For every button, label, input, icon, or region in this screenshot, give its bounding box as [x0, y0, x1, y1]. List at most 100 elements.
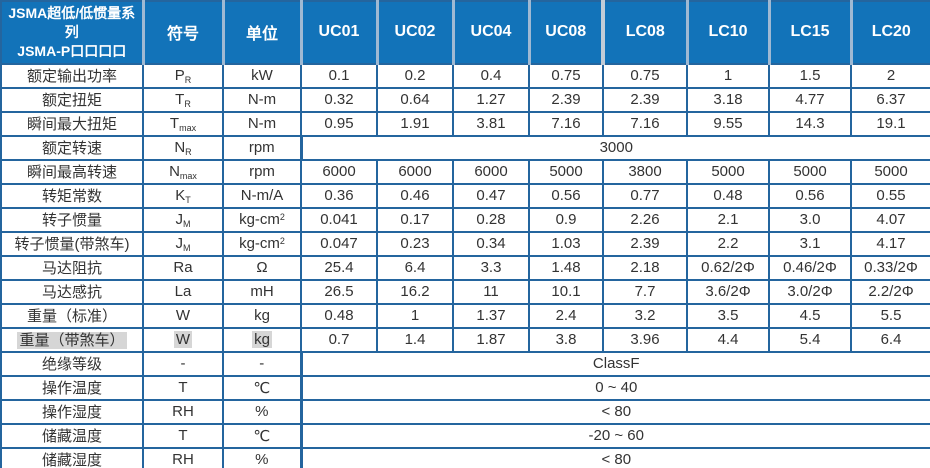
value-cell: 0.75 [528, 62, 604, 89]
row-label: 马达阻抗 [0, 254, 144, 281]
value-cell: 1.37 [452, 302, 530, 329]
series-title-cell: JSMA超低/低惯量系列 JSMA-P口口口口 [1, 1, 143, 65]
row-symbol: La [142, 278, 224, 305]
col-header-model-uc08: UC08 [527, 1, 603, 65]
value-cell: 0.56 [768, 182, 852, 209]
merged-value: 0 ~ 40 [299, 374, 930, 401]
value-cell: 4.4 [686, 326, 770, 353]
value-cell: 2 [850, 62, 930, 89]
value-cell: 3.5 [686, 302, 770, 329]
value-cell: 3.96 [602, 326, 688, 353]
value-cell: 4.5 [768, 302, 852, 329]
value-cell: 10.1 [528, 278, 604, 305]
value-cell: 7.7 [602, 278, 688, 305]
value-cell: 0.46 [376, 182, 454, 209]
row-label: 转子惯量(带煞车) [0, 230, 144, 257]
value-cell: 0.62/2Φ [686, 254, 770, 281]
value-cell: 3.3 [452, 254, 530, 281]
row-label: 转矩常数 [0, 182, 144, 209]
row-unit: N-m [222, 110, 302, 137]
row-symbol: W [142, 302, 224, 329]
row-symbol: W [142, 326, 224, 353]
row-label: 储藏湿度 [0, 446, 144, 468]
row-symbol: T [142, 422, 224, 449]
value-cell: 0.1 [300, 62, 378, 89]
table-row: 额定转速 NR rpm 3000 [0, 134, 930, 161]
value-cell: 6000 [376, 158, 454, 185]
value-cell: 4.07 [850, 206, 930, 233]
value-cell: 1.48 [528, 254, 604, 281]
row-label: 操作温度 [0, 374, 144, 401]
value-cell: 6.4 [850, 326, 930, 353]
value-cell: 3.0/2Φ [768, 278, 852, 305]
row-symbol: RH [142, 398, 224, 425]
table-row: 操作温度 T ℃ 0 ~ 40 [0, 374, 930, 401]
row-symbol: KT [142, 182, 224, 209]
row-label: 储藏温度 [0, 422, 144, 449]
value-cell: 1.27 [452, 86, 530, 113]
value-cell: 5000 [768, 158, 852, 185]
row-unit: rpm [222, 134, 302, 161]
value-cell: 2.39 [602, 86, 688, 113]
value-cell: 0.28 [452, 206, 530, 233]
row-unit: % [222, 446, 302, 468]
table-row: 额定输出功率 PR kW 0.1 0.2 0.4 0.75 0.75 1 1.5 2 [0, 62, 930, 89]
value-cell: 6000 [452, 158, 530, 185]
row-unit: kg [222, 326, 302, 353]
value-cell: 5000 [528, 158, 604, 185]
value-cell: 6000 [300, 158, 378, 185]
table-row: 马达阻抗 Ra Ω 25.4 6.4 3.3 1.48 2.18 0.62/2Φ 0.46/2Φ 0… [0, 254, 930, 281]
row-label: 额定扭矩 [0, 86, 144, 113]
header-row: JSMA超低/低惯量系列 JSMA-P口口口口 符号 单位 UC01 UC02 UC… [1, 1, 930, 65]
row-symbol: TR [142, 86, 224, 113]
row-unit: kg-cm2 [222, 230, 302, 257]
value-cell: 0.7 [300, 326, 378, 353]
value-cell: 2.1 [686, 206, 770, 233]
col-header-model-uc01: UC01 [299, 1, 377, 65]
row-symbol: PR [142, 62, 224, 89]
value-cell: 1 [686, 62, 770, 89]
col-header-model-uc04: UC04 [451, 1, 529, 65]
value-cell: 0.047 [300, 230, 378, 257]
row-unit: % [222, 398, 302, 425]
row-unit: rpm [222, 158, 302, 185]
value-cell: 0.55 [850, 182, 930, 209]
row-unit: - [222, 350, 302, 377]
table-row: 储藏湿度 RH% < 80 [0, 446, 930, 468]
value-cell: 1.5 [768, 62, 852, 89]
row-symbol: RH [142, 446, 224, 468]
merged-value: < 80 [299, 398, 930, 425]
table-row: 转子惯量(带煞车) JM kg-cm2 0.047 0.23 0.34 1.03 2.39 2.… [0, 230, 930, 257]
value-cell: 11 [452, 278, 530, 305]
value-cell: 0.33/2Φ [850, 254, 930, 281]
col-header-model-lc08: LC08 [601, 1, 687, 65]
col-header-unit: 单位 [221, 1, 301, 65]
value-cell: 3.0 [768, 206, 852, 233]
value-cell: 1.91 [376, 110, 454, 137]
value-cell: 2.39 [602, 230, 688, 257]
value-cell: 25.4 [300, 254, 378, 281]
value-cell: 2.2/2Φ [850, 278, 930, 305]
table-row: 储藏温度 T ℃ -20 ~ 60 [0, 422, 930, 449]
value-cell: 0.041 [300, 206, 378, 233]
row-unit: kW [222, 62, 302, 89]
row-unit: N-m [222, 86, 302, 113]
value-cell: 2.4 [528, 302, 604, 329]
value-cell: 19.1 [850, 110, 930, 137]
value-cell: 7.16 [602, 110, 688, 137]
series-title-line1: JSMA超低/低惯量系列 [8, 5, 136, 40]
col-header-model-lc20: LC20 [849, 1, 930, 65]
row-unit: ℃ [222, 422, 302, 449]
value-cell: 7.16 [528, 110, 604, 137]
value-cell: 4.17 [850, 230, 930, 257]
row-label: 瞬间最大扭矩 [0, 110, 144, 137]
merged-value: -20 ~ 60 [299, 422, 930, 449]
row-symbol: Tmax [142, 110, 224, 137]
value-cell: 2.2 [686, 230, 770, 257]
value-cell: 3.1 [768, 230, 852, 257]
value-cell: 0.17 [376, 206, 454, 233]
value-cell: 0.4 [452, 62, 530, 89]
